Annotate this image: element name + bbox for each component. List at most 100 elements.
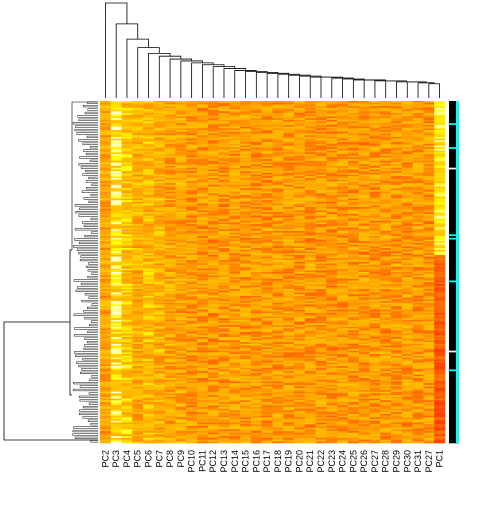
heatmap-cell — [197, 350, 209, 353]
heatmap-cell — [121, 299, 133, 302]
heatmap-cell — [347, 391, 360, 394]
heatmap-cell — [121, 419, 133, 422]
heatmap-cell — [261, 379, 273, 382]
heatmap-cell — [272, 265, 284, 268]
heatmap-cell — [132, 350, 144, 353]
heatmap-cell — [100, 398, 112, 401]
heatmap-cell — [261, 230, 273, 233]
heatmap-cell — [283, 152, 295, 155]
heatmap-cell — [164, 205, 176, 208]
heatmap-cell — [164, 171, 176, 174]
heatmap-cell — [261, 160, 273, 163]
heatmap-cell — [315, 408, 327, 411]
heatmap-cell — [283, 154, 295, 157]
heatmap-cell — [326, 383, 338, 386]
heatmap-cell — [207, 200, 219, 203]
heatmap-cell — [240, 408, 252, 411]
heatmap-cell — [110, 374, 122, 377]
heatmap-cell — [250, 285, 263, 288]
heatmap-cell — [153, 343, 165, 346]
heatmap-cell — [272, 148, 284, 151]
heatmap-cell — [100, 263, 112, 266]
heatmap-cell — [272, 222, 284, 225]
heatmap-cell — [304, 174, 316, 177]
heatmap-cell — [153, 145, 165, 148]
heatmap-cell — [304, 213, 316, 216]
heatmap-cell — [240, 384, 252, 387]
heatmap-cell — [186, 424, 198, 427]
heatmap-cell — [283, 393, 295, 396]
heatmap-cell — [164, 297, 176, 300]
heatmap-cell — [347, 350, 360, 353]
heatmap-cell — [186, 258, 198, 261]
heatmap-cell — [261, 164, 273, 167]
heatmap-cell — [186, 354, 198, 357]
heatmap-cell — [337, 254, 349, 257]
heatmap-cell — [197, 318, 209, 321]
heatmap-cell — [304, 176, 316, 179]
heatmap-cell — [207, 186, 219, 189]
heatmap-cell — [347, 266, 360, 269]
heatmap-cell — [121, 347, 133, 350]
heatmap-cell — [100, 431, 112, 434]
heatmap-cell — [315, 227, 327, 230]
heatmap-cell — [315, 189, 327, 192]
heatmap-cell — [347, 142, 360, 145]
heatmap-cell — [272, 203, 284, 206]
heatmap-cell — [143, 241, 155, 244]
heatmap-cell — [197, 174, 209, 177]
heatmap-cell — [175, 432, 187, 435]
heatmap-cell — [175, 400, 187, 403]
heatmap-cell — [110, 145, 122, 148]
heatmap-cell — [110, 266, 122, 269]
heatmap-cell — [294, 369, 306, 372]
heatmap-cell — [229, 357, 241, 360]
heatmap-cell — [100, 106, 112, 109]
heatmap-cell — [347, 342, 360, 345]
heatmap-cell — [250, 306, 263, 309]
heatmap-cell — [304, 280, 316, 283]
heatmap-cell — [315, 350, 327, 353]
heatmap-cell — [197, 328, 209, 331]
heatmap-cell — [304, 400, 316, 403]
heatmap-cell — [283, 119, 295, 122]
heatmap-cell — [294, 193, 306, 196]
heatmap-cell — [100, 316, 112, 319]
heatmap-cell — [229, 107, 241, 110]
heatmap-cell — [121, 270, 133, 273]
heatmap-cell — [164, 366, 176, 369]
heatmap-cell — [337, 210, 349, 213]
heatmap-cell — [121, 234, 133, 237]
heatmap-cell — [164, 189, 176, 192]
heatmap-cell — [218, 278, 230, 281]
heatmap-cell — [110, 150, 122, 153]
heatmap-cell — [250, 157, 263, 160]
heatmap-cell — [240, 366, 252, 369]
heatmap-cell — [326, 309, 338, 312]
heatmap-cell — [240, 172, 252, 175]
heatmap-cell — [175, 384, 187, 387]
heatmap-cell — [294, 311, 306, 314]
heatmap-cell — [347, 287, 360, 290]
heatmap-cell — [294, 272, 306, 275]
heatmap-cell — [240, 145, 252, 148]
heatmap-cell — [132, 359, 144, 362]
heatmap-cell — [294, 157, 306, 160]
row-dendrogram-branch — [76, 132, 98, 135]
heatmap-cell — [143, 336, 155, 339]
heatmap-cell — [261, 236, 273, 239]
heatmap-cell — [100, 424, 112, 427]
heatmap-cell — [337, 330, 349, 333]
heatmap-cell — [261, 147, 273, 150]
heatmap-cell — [132, 352, 144, 355]
heatmap-cell — [229, 232, 241, 235]
heatmap-cell — [347, 124, 360, 127]
heatmap-cell — [153, 181, 165, 184]
heatmap-cell — [272, 338, 284, 341]
heatmap-cell — [186, 188, 198, 191]
heatmap-cell — [186, 432, 198, 435]
heatmap-cell — [229, 126, 241, 129]
heatmap-cell — [229, 124, 241, 127]
heatmap-cell — [229, 403, 241, 406]
heatmap-cell — [326, 157, 338, 160]
